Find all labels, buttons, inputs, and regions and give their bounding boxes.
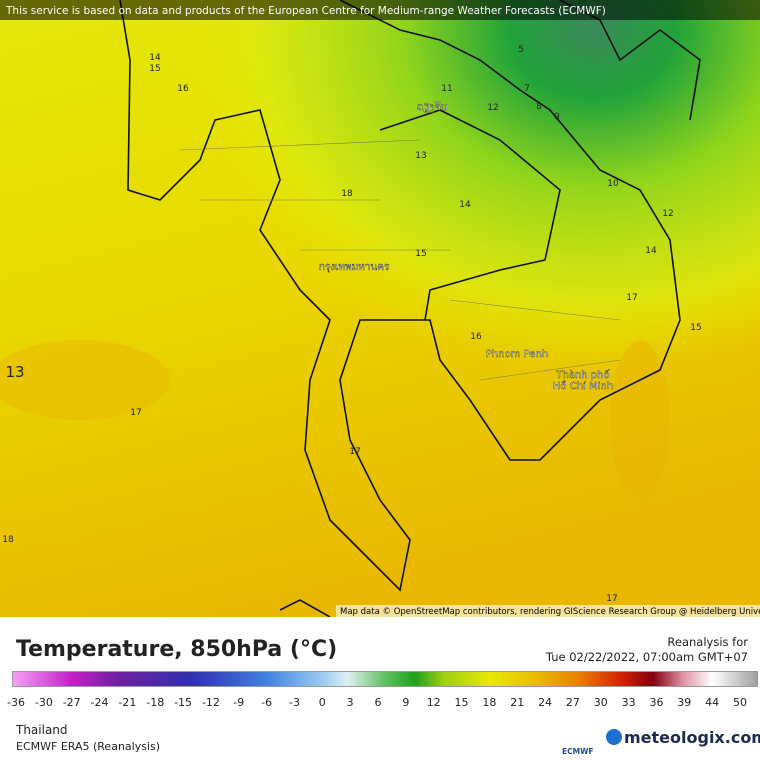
colorbar-tick: -15 xyxy=(174,696,193,709)
region: Thailand xyxy=(16,723,68,737)
colorbar-tick: -36 xyxy=(7,696,25,709)
contour-label: 7 xyxy=(524,84,530,94)
colorbar-tick: 50 xyxy=(733,696,747,709)
contour-label: 16 xyxy=(470,332,482,342)
contour-label: 12 xyxy=(662,209,673,219)
colorbar-tick: 3 xyxy=(346,696,354,709)
colorbar-tick: 39 xyxy=(677,696,692,709)
contour-label: 14 xyxy=(459,200,471,210)
colorbar-tick: -30 xyxy=(34,696,53,709)
colorbar-tick: -9 xyxy=(233,696,245,709)
colorbar-tick: 36 xyxy=(649,696,664,709)
colorbar xyxy=(12,671,758,687)
title: Temperature, 850hPa (°C) xyxy=(16,637,338,662)
contour-label: 17 xyxy=(606,594,617,604)
contour-label: 15 xyxy=(149,64,160,74)
run-label: Reanalysis for xyxy=(667,635,748,649)
attribution: Map data © OpenStreetMap contributors, r… xyxy=(340,607,760,617)
colorbar-tick: -24 xyxy=(90,696,109,709)
colorbar-tick: 44 xyxy=(705,696,720,709)
footer: Temperature, 850hPa (°C) Reanalysis for … xyxy=(0,617,760,760)
contour-label: 14 xyxy=(149,53,161,63)
city-label: Hồ Chí Minh xyxy=(553,380,613,392)
colorbar-tick: 9 xyxy=(402,696,410,709)
contour-label: 13 xyxy=(415,151,426,161)
provider-logo: ECMWF xyxy=(562,747,594,756)
brand: meteologix.com xyxy=(624,728,760,747)
contour-label: 17 xyxy=(130,408,141,418)
contour-label: 10 xyxy=(607,179,619,189)
contour-label: 11 xyxy=(441,84,452,94)
contour-label: 5 xyxy=(518,45,524,55)
colorbar-tick: 27 xyxy=(565,696,580,709)
colorbar-tick: 0 xyxy=(318,696,326,709)
colorbar-tick: -21 xyxy=(118,696,137,709)
colorbar-tick: -18 xyxy=(146,696,165,709)
colorbar-tick: 6 xyxy=(374,696,382,709)
contour-label: 15 xyxy=(415,249,426,259)
colorbar-tick: -6 xyxy=(261,696,273,709)
run-time: Tue 02/22/2022, 07:00am GMT+07 xyxy=(545,650,748,664)
contour-label: 16 xyxy=(177,84,189,94)
contour-label: 18 xyxy=(341,189,353,199)
contour-label: 13 xyxy=(5,363,24,381)
colorbar-tick: 33 xyxy=(621,696,636,709)
colorbar-tick: 21 xyxy=(510,696,525,709)
colorbar-tick: 12 xyxy=(426,696,441,709)
city-label: Phnom Penh xyxy=(486,349,548,360)
contour-label: 12 xyxy=(487,103,498,113)
contour-label: 17 xyxy=(626,293,637,303)
service-notice: This service is based on data and produc… xyxy=(5,5,606,17)
contour-label: 9 xyxy=(554,112,560,122)
colorbar-tick: 24 xyxy=(538,696,553,709)
contour-label: 17 xyxy=(349,447,360,457)
contour-label: 15 xyxy=(690,323,701,333)
contour-label: 18 xyxy=(2,535,14,545)
brand-icon xyxy=(606,729,622,745)
map: This service is based on data and produc… xyxy=(0,0,760,617)
contour-label: 14 xyxy=(645,246,657,256)
city-label: กรุงเทพมหานคร xyxy=(319,262,390,273)
city-label: Thành phố xyxy=(555,369,609,381)
colorbar-tick: 18 xyxy=(482,696,497,709)
colorbar-tick: -12 xyxy=(201,696,220,709)
city-label: ວຽງຈັນ xyxy=(417,100,448,113)
colorbar-tick: -3 xyxy=(288,696,300,709)
model: ECMWF ERA5 (Reanalysis) xyxy=(16,740,161,753)
colorbar-tick: 15 xyxy=(454,696,469,709)
colorbar-tick: -27 xyxy=(62,696,81,709)
colorbar-tick: 30 xyxy=(593,696,608,709)
contour-label: 8 xyxy=(536,102,542,112)
